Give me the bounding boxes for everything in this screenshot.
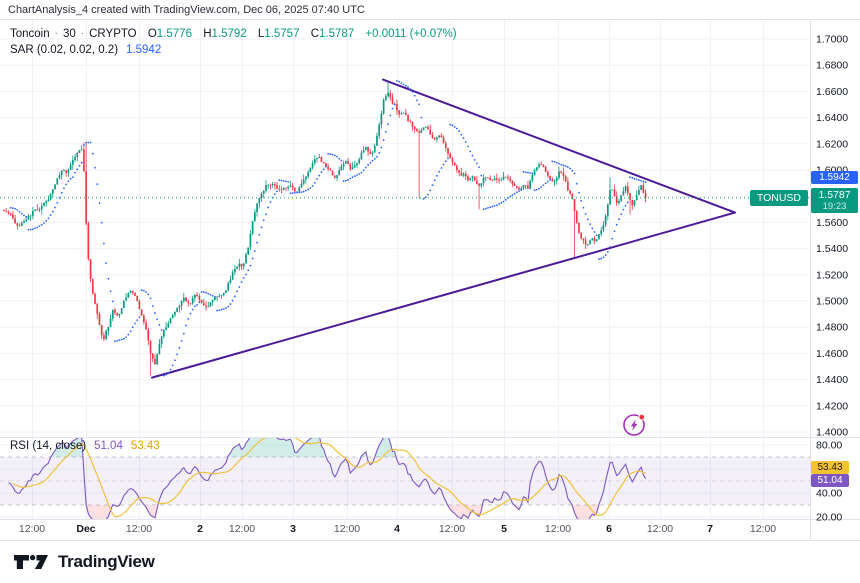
- lightning-bolt-icon: [630, 419, 638, 431]
- close-label: C: [310, 28, 319, 40]
- legend-symbol[interactable]: Toncoin: [10, 28, 50, 40]
- low-label: L: [257, 28, 265, 40]
- svg-text:1.4800: 1.4800: [816, 322, 848, 334]
- svg-text:40.00: 40.00: [816, 488, 842, 500]
- logo-dot: [29, 554, 36, 561]
- svg-text:12:00: 12:00: [334, 523, 360, 535]
- last-price-value: 1.5787: [818, 189, 851, 201]
- legend-separator: ·: [54, 28, 58, 39]
- svg-text:12:00: 12:00: [545, 523, 571, 535]
- rsi-ma-current-value: 53.43: [130, 440, 160, 452]
- sar-current-value: 1.5942: [126, 44, 162, 56]
- svg-text:4: 4: [394, 523, 400, 535]
- high-label: H: [203, 28, 212, 40]
- legend-separator: ·: [80, 28, 85, 39]
- svg-text:5: 5: [501, 523, 507, 535]
- svg-text:1.6800: 1.6800: [816, 60, 848, 72]
- price-axis-labels: 1.70001.68001.66001.64001.62001.60001.56…: [816, 34, 848, 524]
- svg-text:1.4200: 1.4200: [816, 400, 848, 412]
- svg-text:1.7000: 1.7000: [816, 34, 848, 46]
- svg-text:1.5400: 1.5400: [816, 243, 848, 255]
- svg-text:1.5000: 1.5000: [816, 296, 848, 308]
- main-legend: Toncoin · 30 · CRYPTO O1.5776 H1.5792 L1.575…: [10, 26, 457, 58]
- rsi-line: [8, 438, 647, 519]
- symbol-price-pill: TONUSD: [749, 190, 808, 206]
- svg-text:12:00: 12:00: [647, 523, 673, 535]
- rsi-legend-row: RSI (14, close) 51.04 53.43: [10, 440, 160, 452]
- svg-text:1.6400: 1.6400: [816, 112, 848, 124]
- svg-text:3: 3: [290, 523, 296, 535]
- alert-notification-dot: [638, 413, 646, 421]
- last-price-badge: 1.5787 19:23: [811, 188, 858, 213]
- rsi-indicator-label[interactable]: RSI (14, close): [10, 440, 87, 452]
- svg-text:1.4600: 1.4600: [816, 348, 848, 360]
- svg-text:1.4400: 1.4400: [816, 374, 848, 386]
- footer-bar: TradingView: [0, 540, 860, 583]
- tradingview-brand[interactable]: TradingView: [58, 552, 155, 571]
- rsi-ma-axis-badge: 53.43: [811, 461, 849, 474]
- grid-layer: [0, 19, 810, 519]
- legend-exchange[interactable]: CRYPTO: [89, 28, 137, 40]
- svg-text:12:00: 12:00: [126, 523, 152, 535]
- rsi-axis-badge: 51.04: [811, 474, 849, 487]
- low-value: 1.5757: [264, 28, 300, 40]
- legend-interval[interactable]: 30: [62, 28, 76, 40]
- bar-countdown: 19:23: [822, 201, 847, 212]
- svg-text:12:00: 12:00: [439, 523, 465, 535]
- attribution-text: ChartAnalysis_4 created with TradingView…: [8, 4, 365, 16]
- symbol-legend-row: Toncoin · 30 · CRYPTO O1.5776 H1.5792 L1.575…: [10, 26, 457, 42]
- tradingview-logo-icon[interactable]: [12, 551, 50, 573]
- open-label: O: [147, 28, 157, 40]
- high-value: 1.5792: [211, 28, 247, 40]
- open-value: 1.5776: [156, 28, 192, 40]
- svg-text:20.00: 20.00: [816, 512, 842, 524]
- rsi-current-value: 51.04: [94, 440, 123, 452]
- svg-text:1.6200: 1.6200: [816, 138, 848, 150]
- svg-text:2: 2: [197, 523, 203, 535]
- flash-alert-icon[interactable]: [623, 413, 646, 436]
- change-value: +0.0011 (+0.07%): [365, 28, 457, 40]
- svg-text:1.5200: 1.5200: [816, 269, 848, 281]
- svg-text:6: 6: [606, 523, 612, 535]
- time-axis-labels: 12:00 Dec 12:00 2 12:00 3 12:00 4 12:00 5 12:00 6 12…: [19, 523, 776, 535]
- logo-one-glyph: [14, 555, 29, 569]
- svg-text:1.5600: 1.5600: [816, 217, 848, 229]
- close-value: 1.5787: [319, 28, 355, 40]
- svg-text:12:00: 12:00: [229, 523, 255, 535]
- svg-text:80.00: 80.00: [816, 440, 842, 452]
- rsi-ma-line: [12, 438, 646, 518]
- sar-indicator-label[interactable]: SAR (0.02, 0.02, 0.2): [10, 44, 119, 56]
- sar-axis-badge: 1.5942: [811, 171, 858, 184]
- svg-text:1.6600: 1.6600: [816, 86, 848, 98]
- candles-layer: [3, 80, 647, 376]
- svg-text:Dec: Dec: [76, 523, 95, 535]
- svg-text:12:00: 12:00: [19, 523, 45, 535]
- logo-seven-glyph: [34, 555, 48, 569]
- sar-legend-row: SAR (0.02, 0.02, 0.2) 1.5942: [10, 42, 457, 58]
- svg-text:7: 7: [707, 523, 713, 535]
- sar-dots-layer: [9, 80, 647, 377]
- triangle-pattern[interactable]: [151, 78, 736, 379]
- svg-text:1.4000: 1.4000: [816, 427, 848, 439]
- svg-text:12:00: 12:00: [750, 523, 776, 535]
